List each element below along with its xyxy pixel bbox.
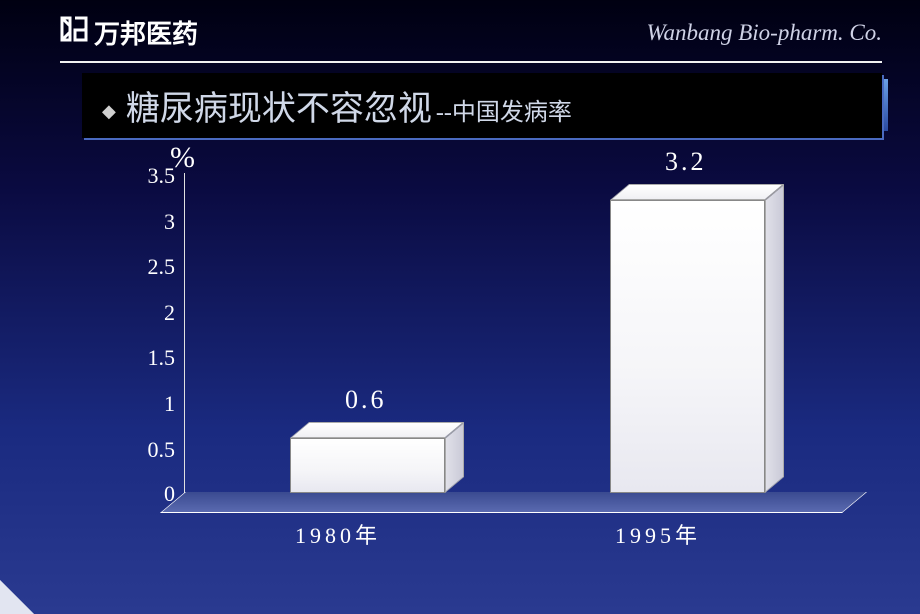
ytick-0: 0 (130, 481, 175, 507)
bar-1995-top (610, 184, 784, 200)
logo-right: Wanbang Bio-pharm. Co. (646, 20, 882, 46)
ytick-3: 3 (130, 209, 175, 235)
chart: % 0 0.5 1 1.5 2 2.5 3 3.5 0.6 3.2 (130, 143, 860, 563)
logo-left: 万邦医药 (60, 14, 198, 51)
ytick-1: 1 (130, 391, 175, 417)
title-bar: ◆ 糖尿病现状不容忽视 --中国发病率 (82, 73, 882, 133)
ytick-2.5: 2.5 (130, 254, 175, 280)
chart-floor (160, 492, 867, 513)
bar-1995-side (765, 184, 784, 493)
bullet-icon: ◆ (102, 101, 116, 122)
plot-area: 0.6 3.2 (184, 173, 855, 493)
ytick-1.5: 1.5 (130, 345, 175, 371)
ytick-3.5: 3.5 (130, 163, 175, 189)
page-fold-icon (0, 580, 34, 614)
title-main: 糖尿病现状不容忽视 (126, 81, 432, 130)
header-divider (60, 61, 882, 63)
bar-1980: 0.6 (290, 438, 445, 493)
bar-1995-value: 3.2 (665, 147, 707, 177)
bar-1980-top (290, 422, 464, 438)
xlabel-1980: 1980年 (295, 518, 381, 550)
xlabel-1995: 1995年 (615, 518, 701, 550)
bar-1980-front (290, 438, 445, 493)
header: 万邦医药 Wanbang Bio-pharm. Co. (0, 0, 920, 61)
ytick-0.5: 0.5 (130, 437, 175, 463)
bar-1995: 3.2 (610, 200, 765, 493)
title-sub: --中国发病率 (436, 92, 572, 127)
bar-1980-value: 0.6 (345, 385, 387, 415)
ytick-2: 2 (130, 300, 175, 326)
logo-left-text: 万邦医药 (94, 14, 198, 51)
bar-1995-front (610, 200, 765, 493)
slide: 万邦医药 Wanbang Bio-pharm. Co. ◆ 糖尿病现状不容忽视 … (0, 0, 920, 614)
logo-icon (60, 16, 88, 49)
